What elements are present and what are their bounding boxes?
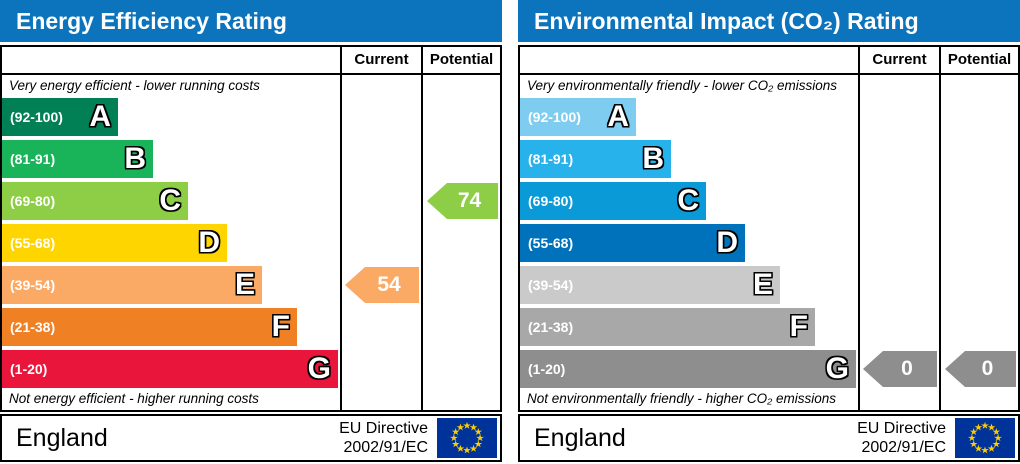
band-letter: F [789, 310, 808, 343]
band-letter: D [198, 226, 220, 259]
band-row-f: (21-38) F [2, 308, 297, 346]
band-letter: E [234, 268, 255, 301]
band-row-e: (39-54) E [520, 266, 780, 304]
band-range: (21-38) [10, 319, 56, 335]
current-rating-value: 54 [377, 273, 401, 296]
potential-rating-value: 74 [457, 189, 482, 212]
band-letter: A [607, 100, 629, 133]
band-range: (81-91) [10, 151, 56, 167]
band-letter: A [89, 100, 111, 133]
potential-column-header: Potential [947, 51, 1012, 68]
footer: England EU Directive 2002/91/EC [518, 414, 1020, 462]
band-letter: B [642, 142, 664, 175]
band-row-c: (69-80) C [2, 182, 188, 220]
current-rating-value: 0 [901, 357, 913, 380]
current-column-header: Current [872, 51, 927, 68]
band-letter: D [716, 226, 738, 259]
band-range: (1-20) [528, 361, 566, 377]
band-letter: B [124, 142, 146, 175]
band-letter: G [825, 352, 849, 385]
table-header-rule [2, 73, 500, 75]
band-range: (55-68) [528, 235, 574, 251]
potential-rating-value: 0 [981, 357, 994, 380]
top-note: Very energy efficient - lower running co… [9, 78, 260, 93]
band-letter: G [307, 352, 331, 385]
eu-flag-icon [437, 418, 497, 458]
current-column-divider [858, 45, 860, 412]
band-row-b: (81-91) B [520, 140, 671, 178]
band-range: (39-54) [10, 277, 56, 293]
energy-panel-title: Energy Efficiency Rating [0, 0, 502, 42]
environmental-panel-title: Environmental Impact (CO₂) Rating [518, 0, 1020, 42]
band-row-d: (55-68) D [520, 224, 745, 262]
band-row-a: (92-100) A [520, 98, 636, 136]
bottom-note: Not energy efficient - higher running co… [9, 391, 259, 406]
band-range: (81-91) [528, 151, 574, 167]
eu-flag-icon [955, 418, 1015, 458]
band-row-g: (1-20) G [2, 350, 338, 388]
footer: England EU Directive 2002/91/EC [0, 414, 502, 462]
band-row-b: (81-91) B [2, 140, 153, 178]
top-note: Very environmentally friendly - lower CO… [527, 78, 837, 93]
band-range: (69-80) [528, 193, 574, 209]
band-range: (69-80) [10, 193, 56, 209]
bottom-note: Not environmentally friendly - higher CO… [527, 391, 837, 406]
band-range: (92-100) [528, 109, 581, 125]
band-letter: F [271, 310, 290, 343]
band-letter: C [677, 184, 699, 217]
band-row-a: (92-100) A [2, 98, 118, 136]
band-row-g: (1-20) G [520, 350, 856, 388]
region-label: England [534, 424, 626, 452]
band-range: (55-68) [10, 235, 56, 251]
eu-directive-label: EU Directive 2002/91/EC [857, 420, 946, 456]
potential-column-divider [939, 45, 941, 412]
eu-directive-label: EU Directive 2002/91/EC [339, 420, 428, 456]
band-range: (1-20) [10, 361, 48, 377]
band-range: (92-100) [10, 109, 63, 125]
table-header-rule [520, 73, 1018, 75]
potential-column-header: Potential [429, 51, 494, 68]
environmental-impact-panel: Environmental Impact (CO₂) Rating Curren… [518, 0, 1020, 464]
energy-efficiency-panel: Energy Efficiency Rating Current Potenti… [0, 0, 502, 464]
band-range: (21-38) [528, 319, 574, 335]
band-row-f: (21-38) F [520, 308, 815, 346]
band-row-e: (39-54) E [2, 266, 262, 304]
band-range: (39-54) [528, 277, 574, 293]
potential-column-divider [421, 45, 423, 412]
band-row-d: (55-68) D [2, 224, 227, 262]
band-row-c: (69-80) C [520, 182, 706, 220]
region-label: England [16, 424, 108, 452]
band-letter: C [159, 184, 181, 217]
band-letter: E [752, 268, 773, 301]
current-column-divider [340, 45, 342, 412]
current-column-header: Current [354, 51, 409, 68]
